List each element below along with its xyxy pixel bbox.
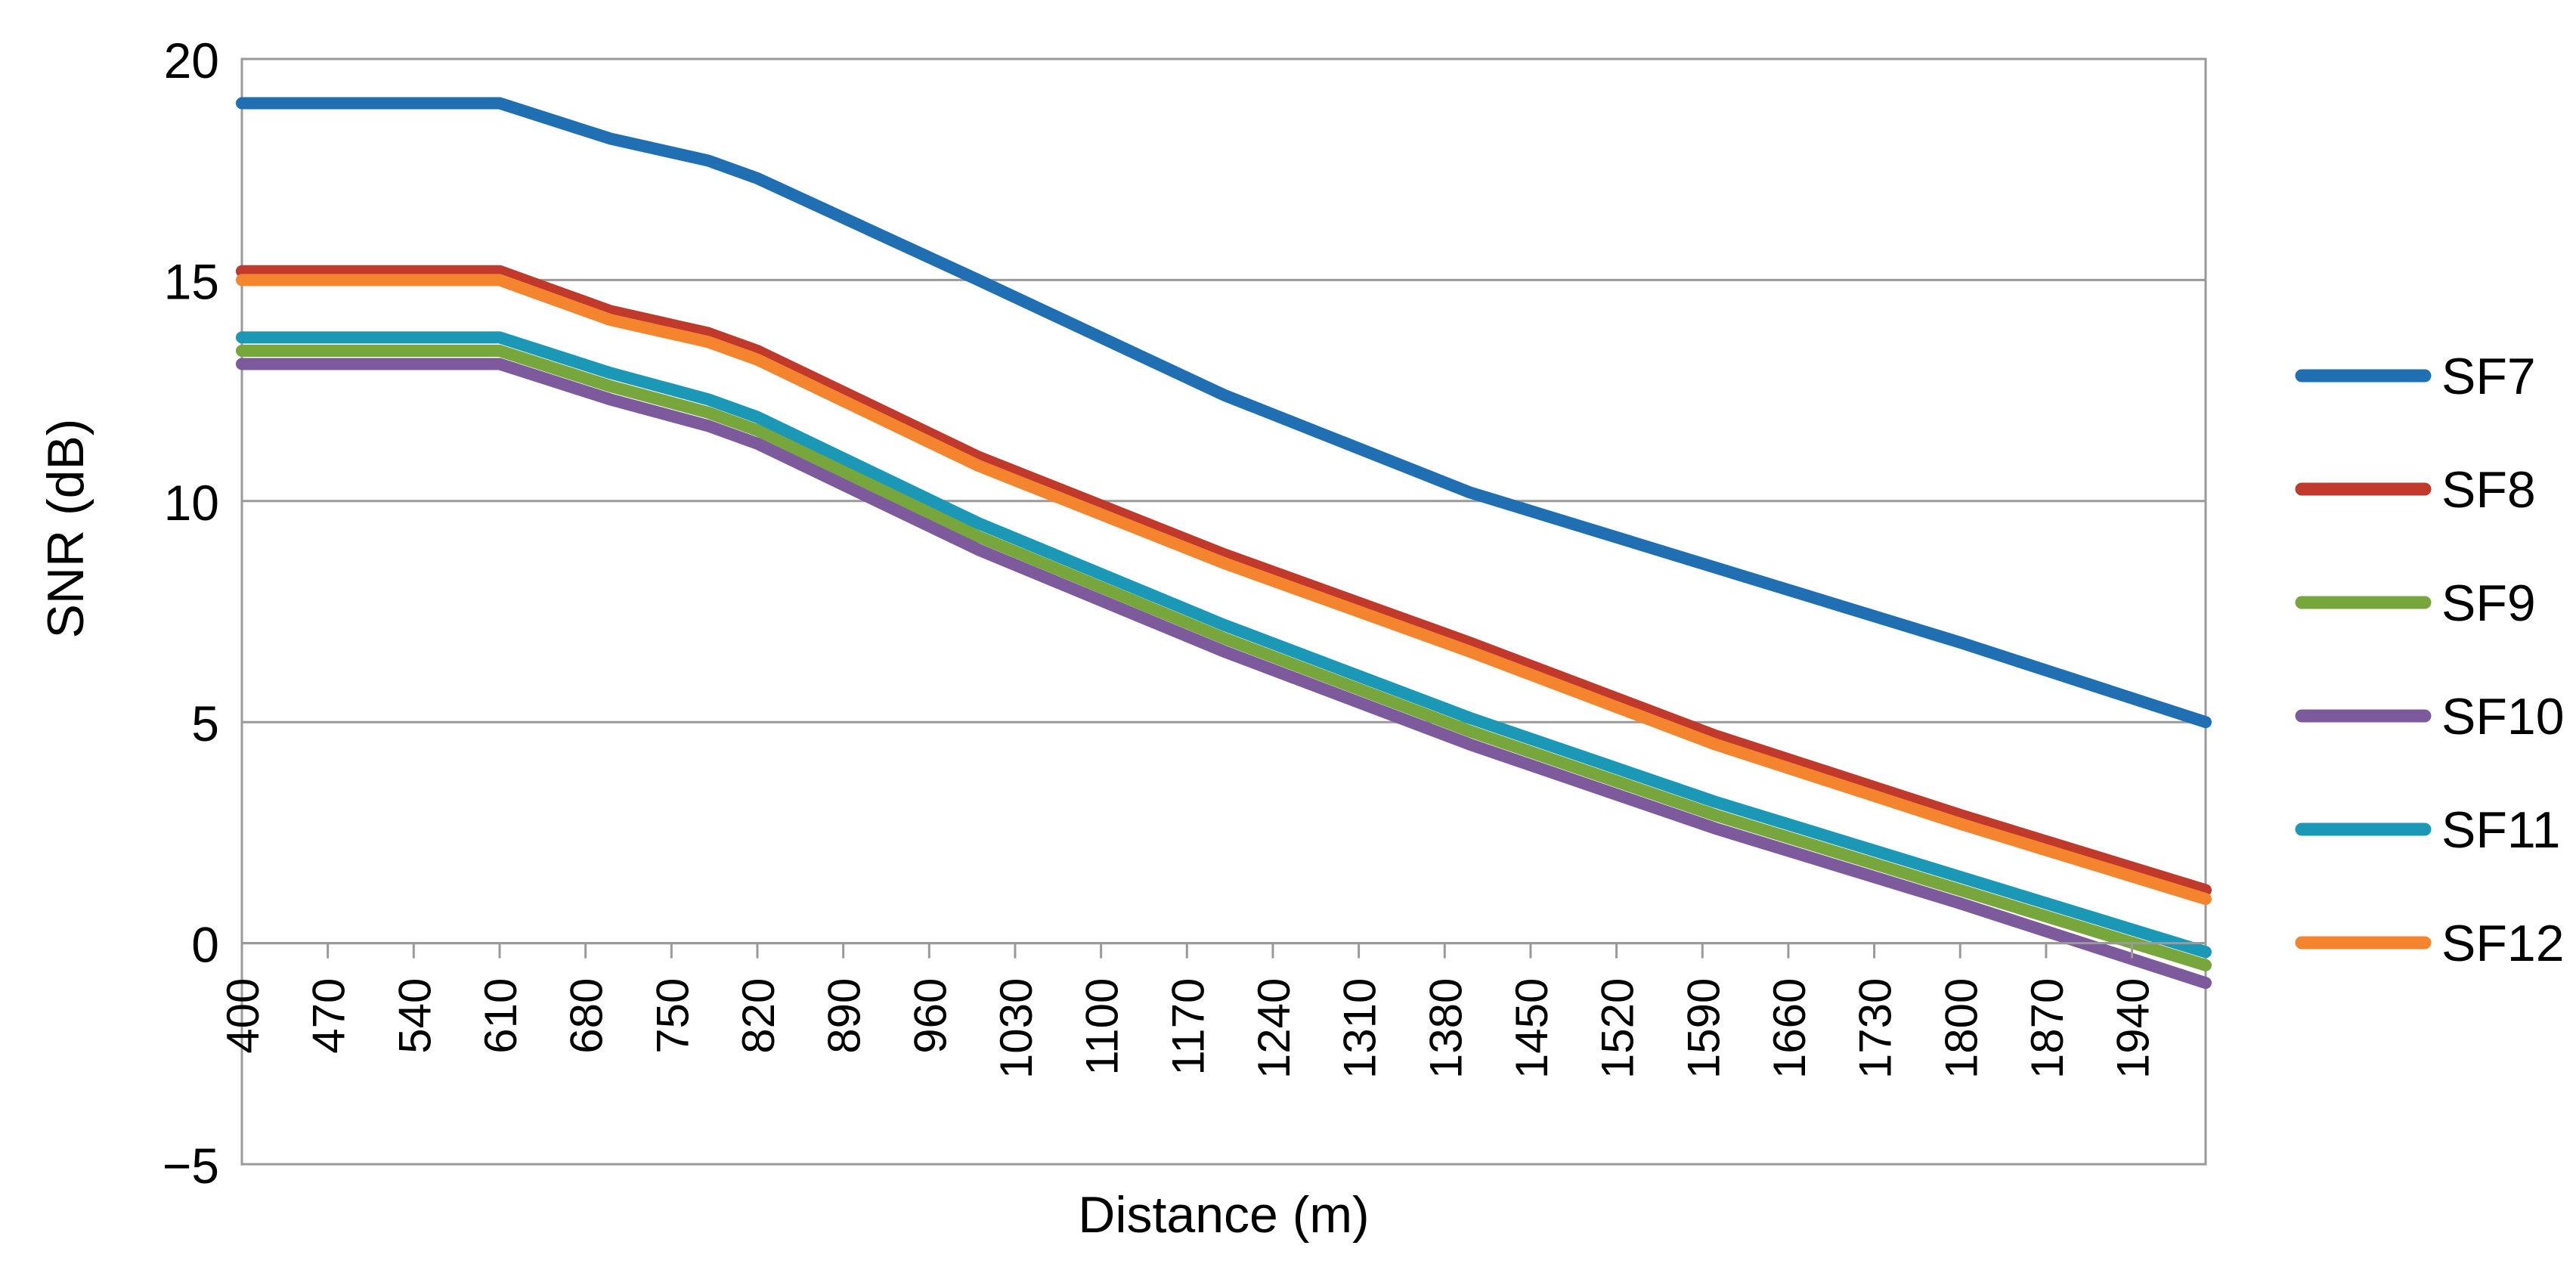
x-tick-label: 820 bbox=[733, 978, 784, 1054]
plot-area-border bbox=[240, 57, 2207, 1166]
grid-layer bbox=[240, 57, 2207, 1166]
legend-item-sf7: SF7 bbox=[2295, 348, 2536, 405]
series-line-sf9 bbox=[236, 345, 2212, 971]
y-tick-label: 0 bbox=[191, 917, 219, 973]
legend: SF7 SF8 SF9 SF10 SF11 SF12 bbox=[2295, 348, 2565, 972]
legend-item-sf10: SF10 bbox=[2295, 688, 2565, 745]
series-line-sf7 bbox=[236, 97, 2212, 729]
x-tick-label: 1100 bbox=[1077, 978, 1128, 1076]
series-layer bbox=[236, 97, 2212, 990]
y-axis-title: SNR (dB) bbox=[37, 419, 94, 639]
x-tick-label: 1590 bbox=[1678, 978, 1729, 1079]
x-tick-label: 1800 bbox=[1936, 978, 1986, 1079]
x-tick-label: 1450 bbox=[1506, 978, 1557, 1079]
y-tick-label: 15 bbox=[164, 253, 219, 309]
legend-item-sf12: SF12 bbox=[2295, 915, 2565, 972]
legend-label: SF7 bbox=[2441, 348, 2536, 405]
y-tick-label: 20 bbox=[164, 33, 219, 88]
x-tick-label: 1940 bbox=[2108, 978, 2159, 1079]
x-tick-label: 400 bbox=[218, 978, 268, 1054]
x-tick-label: 1660 bbox=[1764, 978, 1815, 1079]
legend-item-sf8: SF8 bbox=[2295, 461, 2536, 519]
x-tick-label: 1520 bbox=[1593, 978, 1643, 1079]
legend-label: SF9 bbox=[2441, 575, 2536, 632]
series-line-sf11 bbox=[236, 331, 2212, 959]
x-tick-label: 960 bbox=[905, 978, 955, 1054]
x-tick-label: 1030 bbox=[991, 978, 1042, 1079]
legend-item-sf9: SF9 bbox=[2295, 575, 2536, 632]
x-tick-label: 1170 bbox=[1163, 978, 1213, 1076]
x-tick-label: 1730 bbox=[1850, 978, 1901, 1079]
legend-label: SF10 bbox=[2441, 688, 2565, 745]
x-tick-label: 890 bbox=[819, 978, 870, 1054]
x-tick-label: 610 bbox=[475, 978, 526, 1054]
x-tick-label: 540 bbox=[389, 978, 440, 1054]
x-tick-label: 1380 bbox=[1420, 978, 1471, 1079]
x-tick-label: 1870 bbox=[2022, 978, 2073, 1079]
x-tick-label: 470 bbox=[304, 978, 355, 1054]
legend-item-sf11: SF11 bbox=[2295, 801, 2560, 859]
series-line-sf8 bbox=[236, 265, 2212, 897]
y-tick-label: 5 bbox=[191, 696, 219, 751]
x-axis-title: Distance (m) bbox=[1078, 1186, 1369, 1244]
y-tick-label: −5 bbox=[163, 1138, 219, 1194]
legend-label: SF8 bbox=[2441, 461, 2536, 519]
x-tick-label: 1240 bbox=[1249, 978, 1299, 1079]
legend-label: SF12 bbox=[2441, 915, 2565, 972]
series-line-sf12 bbox=[236, 274, 2212, 906]
x-tick-label: 1310 bbox=[1335, 978, 1386, 1079]
x-tick-label: 680 bbox=[562, 978, 612, 1054]
series-line-sf10 bbox=[236, 358, 2212, 990]
y-tick-label: 10 bbox=[164, 475, 219, 531]
legend-label: SF11 bbox=[2441, 801, 2560, 859]
x-tick-label: 750 bbox=[647, 978, 698, 1054]
